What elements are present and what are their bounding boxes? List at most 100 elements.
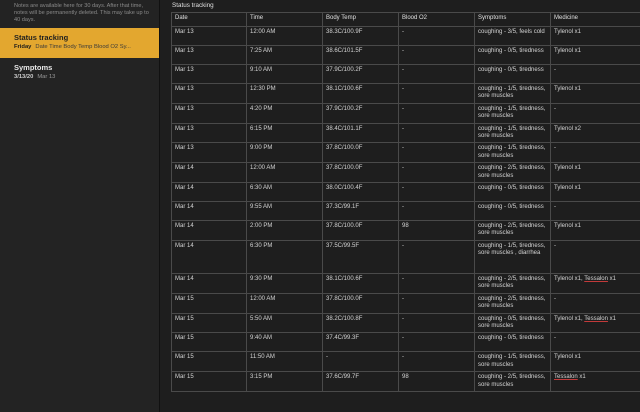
temp-cell[interactable]: 37.3C/99.1F [322, 201, 399, 222]
temp-cell[interactable]: 38.1C/100.6F [322, 272, 399, 294]
blood-o2-cell[interactable]: - [398, 102, 475, 124]
date-cell[interactable]: Mar 15 [171, 332, 247, 353]
date-cell[interactable]: Mar 15 [171, 371, 247, 392]
medicine-cell[interactable]: - [550, 64, 640, 84]
blood-o2-cell[interactable]: - [398, 332, 475, 353]
medicine-cell[interactable]: - [550, 332, 640, 353]
symptoms-cell[interactable]: coughing - 1/5, tiredness, sore muscles … [474, 239, 551, 274]
medicine-cell[interactable]: Tessalon x1 [550, 371, 640, 392]
temp-cell[interactable]: 38.2C/100.8F [322, 312, 399, 334]
blood-o2-cell[interactable]: - [398, 272, 475, 294]
time-cell[interactable]: 9:40 AM [246, 332, 323, 353]
time-cell[interactable]: 12:00 AM [246, 162, 323, 184]
medicine-cell[interactable]: Tylenol x1 [550, 182, 640, 203]
note-item-symptoms[interactable]: Symptoms 3/13/20 Mar 13 [0, 58, 159, 85]
time-cell[interactable]: 7:25 AM [246, 45, 323, 65]
blood-o2-cell[interactable]: 98 [398, 371, 475, 392]
temp-cell[interactable]: 37.8C/100.0F [322, 220, 399, 241]
medicine-cell[interactable]: - [550, 142, 640, 164]
time-cell[interactable]: 12:30 PM [246, 83, 323, 104]
symptoms-cell[interactable]: coughing - 0/5, tiredness [474, 64, 551, 84]
date-cell[interactable]: Mar 14 [171, 239, 247, 274]
symptoms-cell[interactable]: coughing - 1/5, tiredness, sore muscles [474, 102, 551, 124]
symptoms-cell[interactable]: coughing - 2/5, tiredness, sore muscles [474, 371, 551, 392]
medicine-cell[interactable]: Tylenol x1, Tessalon x1 [550, 312, 640, 334]
temp-cell[interactable]: 38.1C/100.6F [322, 83, 399, 104]
blood-o2-cell[interactable]: 98 [398, 220, 475, 241]
symptoms-cell[interactable]: coughing - 1/5, tiredness, sore muscles [474, 351, 551, 373]
symptoms-cell[interactable]: coughing - 1/5, tiredness, sore muscles [474, 142, 551, 164]
date-cell[interactable]: Mar 14 [171, 220, 247, 241]
time-cell[interactable]: 5:50 AM [246, 312, 323, 334]
time-cell[interactable]: 9:00 PM [246, 142, 323, 164]
symptoms-cell[interactable]: coughing - 0/5, tiredness [474, 332, 551, 353]
blood-o2-cell[interactable]: - [398, 142, 475, 164]
note-editor[interactable]: Status tracking Date Time Body Temp Bloo… [160, 0, 640, 412]
time-cell[interactable]: 12:00 AM [246, 292, 323, 314]
blood-o2-cell[interactable]: - [398, 122, 475, 144]
date-cell[interactable]: Mar 13 [171, 26, 247, 46]
symptoms-cell[interactable]: coughing - 2/5, tiredness, sore muscles [474, 220, 551, 241]
date-cell[interactable]: Mar 15 [171, 312, 247, 334]
symptoms-cell[interactable]: coughing - 1/5, tiredness, sore muscles [474, 122, 551, 144]
temp-cell[interactable]: 38.3C/100.9F [322, 26, 399, 46]
symptoms-cell[interactable]: coughing - 0/5, tiredness [474, 201, 551, 222]
time-cell[interactable]: 9:30 PM [246, 272, 323, 294]
blood-o2-cell[interactable]: - [398, 182, 475, 203]
medicine-cell[interactable]: Tylenol x1 [550, 26, 640, 46]
blood-o2-cell[interactable]: - [398, 201, 475, 222]
blood-o2-cell[interactable]: - [398, 162, 475, 184]
blood-o2-cell[interactable]: - [398, 64, 475, 84]
date-cell[interactable]: Mar 14 [171, 162, 247, 184]
temp-cell[interactable]: 37.9C/100.2F [322, 102, 399, 124]
medicine-cell[interactable]: Tylenol x1 [550, 45, 640, 65]
symptoms-cell[interactable]: coughing - 2/5, tiredness, sore muscles [474, 272, 551, 294]
time-cell[interactable]: 6:30 PM [246, 239, 323, 274]
medicine-cell[interactable]: Tylenol x1 [550, 162, 640, 184]
time-cell[interactable]: 11:50 AM [246, 351, 323, 373]
medicine-cell[interactable]: - [550, 292, 640, 314]
symptoms-cell[interactable]: coughing - 3/5, feels cold [474, 26, 551, 46]
time-cell[interactable]: 6:30 AM [246, 182, 323, 203]
medicine-cell[interactable]: Tylenol x2 [550, 122, 640, 144]
blood-o2-cell[interactable]: - [398, 312, 475, 334]
date-cell[interactable]: Mar 13 [171, 83, 247, 104]
date-cell[interactable]: Mar 13 [171, 142, 247, 164]
date-cell[interactable]: Mar 13 [171, 102, 247, 124]
blood-o2-cell[interactable]: - [398, 351, 475, 373]
symptoms-cell[interactable]: coughing - 1/5, tiredness, sore muscles [474, 83, 551, 104]
temp-cell[interactable]: 37.6C/99.7F [322, 371, 399, 392]
symptoms-cell[interactable]: coughing - 2/5, tiredness, sore muscles [474, 162, 551, 184]
date-cell[interactable]: Mar 13 [171, 64, 247, 84]
temp-cell[interactable]: 37.9C/100.2F [322, 64, 399, 84]
blood-o2-cell[interactable]: - [398, 239, 475, 274]
time-cell[interactable]: 4:20 PM [246, 102, 323, 124]
medicine-cell[interactable]: Tylenol x1, Tessalon x1 [550, 272, 640, 294]
date-cell[interactable]: Mar 15 [171, 292, 247, 314]
time-cell[interactable]: 2:00 PM [246, 220, 323, 241]
medicine-cell[interactable]: Tylenol x1 [550, 351, 640, 373]
medicine-cell[interactable]: Tylenol x1 [550, 220, 640, 241]
blood-o2-cell[interactable]: - [398, 292, 475, 314]
temp-cell[interactable]: 38.0C/100.4F [322, 182, 399, 203]
temp-cell[interactable]: 37.4C/99.3F [322, 332, 399, 353]
symptoms-cell[interactable]: coughing - 2/5, tiredness, sore muscles [474, 292, 551, 314]
date-cell[interactable]: Mar 14 [171, 182, 247, 203]
date-cell[interactable]: Mar 13 [171, 122, 247, 144]
temp-cell[interactable]: 37.8C/100.0F [322, 162, 399, 184]
time-cell[interactable]: 12:00 AM [246, 26, 323, 46]
time-cell[interactable]: 9:55 AM [246, 201, 323, 222]
temp-cell[interactable]: 37.8C/100.0F [322, 292, 399, 314]
blood-o2-cell[interactable]: - [398, 83, 475, 104]
note-item-status-tracking[interactable]: Status tracking Friday Date Time Body Tem… [0, 28, 159, 58]
blood-o2-cell[interactable]: - [398, 45, 475, 65]
medicine-cell[interactable]: - [550, 201, 640, 222]
temp-cell[interactable]: 38.6C/101.5F [322, 45, 399, 65]
temp-cell[interactable]: 37.5C/99.5F [322, 239, 399, 274]
date-cell[interactable]: Mar 15 [171, 351, 247, 373]
symptoms-cell[interactable]: coughing - 0/5, tiredness [474, 182, 551, 203]
temp-cell[interactable]: 38.4C/101.1F [322, 122, 399, 144]
symptoms-cell[interactable]: coughing - 0/5, tiredness, sore muscles [474, 312, 551, 334]
time-cell[interactable]: 6:15 PM [246, 122, 323, 144]
status-table[interactable]: Date Time Body Temp Blood O2 Symptoms Me… [171, 12, 640, 392]
